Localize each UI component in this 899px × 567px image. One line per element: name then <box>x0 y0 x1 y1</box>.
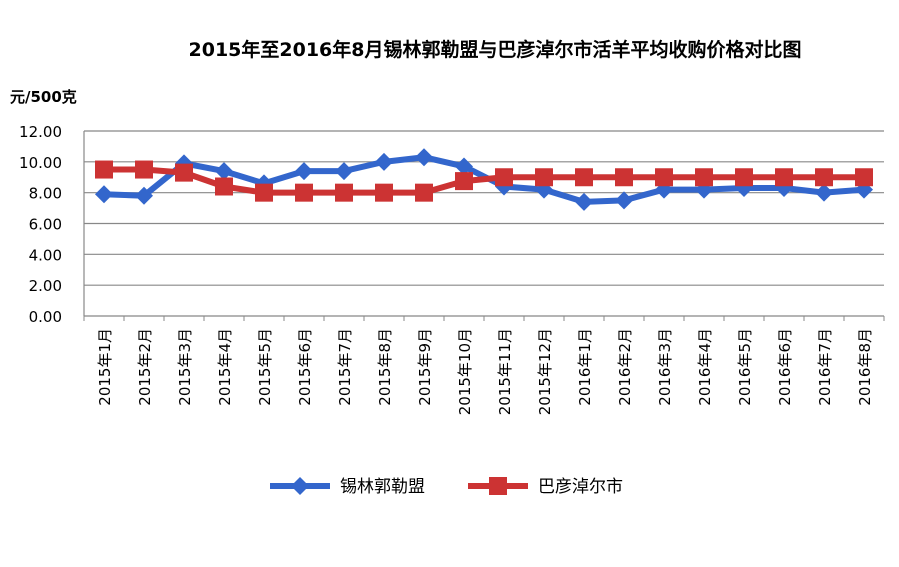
x-tick-label: 2015年11月 <box>496 328 514 415</box>
x-tick-label: 2016年3月 <box>656 328 674 406</box>
data-point <box>95 160 113 179</box>
legend-marker <box>489 477 507 495</box>
x-tick-label: 2016年5月 <box>736 328 754 406</box>
data-point <box>295 162 313 181</box>
data-point <box>695 168 713 187</box>
data-point <box>415 148 433 167</box>
data-point <box>815 183 833 202</box>
chart-title: 2015年至2016年8月锡林郭勒盟与巴彦淖尔市活羊平均收购价格对比图 <box>189 38 802 61</box>
x-tick-label: 2016年8月 <box>856 328 874 406</box>
data-point <box>215 162 233 181</box>
data-point <box>135 160 153 179</box>
x-tick-label: 2016年4月 <box>696 328 714 406</box>
x-tick-label: 2015年12月 <box>536 328 554 415</box>
data-point <box>415 183 433 202</box>
data-point <box>495 168 513 187</box>
data-point <box>615 191 633 210</box>
data-point <box>375 152 393 171</box>
y-tick-label: 2.00 <box>29 277 62 295</box>
legend-label: 巴彦淖尔市 <box>538 477 623 497</box>
data-point <box>335 183 353 202</box>
data-point <box>255 183 273 202</box>
data-point <box>655 168 673 187</box>
x-tick-label: 2015年3月 <box>176 328 194 406</box>
data-point <box>375 183 393 202</box>
data-point <box>575 168 593 187</box>
data-point <box>215 177 233 196</box>
x-tick-label: 2016年6月 <box>776 328 794 406</box>
x-tick-label: 2015年5月 <box>256 328 274 406</box>
data-point <box>455 172 473 191</box>
data-point <box>295 183 313 202</box>
x-tick-label: 2015年9月 <box>416 328 434 406</box>
data-point <box>575 192 593 211</box>
legend-label: 锡林郭勒盟 <box>340 477 425 497</box>
y-tick-label: 10.00 <box>19 154 62 172</box>
x-tick-label: 2015年8月 <box>376 328 394 406</box>
data-point <box>735 168 753 187</box>
data-point <box>615 168 633 187</box>
x-tick-label: 2015年6月 <box>296 328 314 406</box>
data-point <box>335 162 353 181</box>
y-tick-label: 0.00 <box>29 308 62 326</box>
x-tick-label: 2015年4月 <box>216 328 234 406</box>
y-tick-label: 8.00 <box>29 185 62 203</box>
data-point <box>535 168 553 187</box>
data-point <box>775 168 793 187</box>
x-tick-label: 2015年1月 <box>96 328 114 406</box>
data-point <box>855 168 873 187</box>
x-tick-label: 2016年7月 <box>816 328 834 406</box>
data-point <box>815 168 833 187</box>
x-tick-label: 2016年2月 <box>616 328 634 406</box>
x-tick-label: 2015年7月 <box>336 328 354 406</box>
x-tick-label: 2016年1月 <box>576 328 594 406</box>
y-tick-label: 12.00 <box>19 123 62 141</box>
data-point <box>175 163 193 182</box>
y-axis-label: 元/500克 <box>10 88 77 106</box>
data-point <box>135 186 153 205</box>
x-tick-label: 2015年2月 <box>136 328 154 406</box>
legend-marker <box>291 477 309 495</box>
x-tick-label: 2015年10月 <box>456 328 474 415</box>
y-tick-label: 4.00 <box>29 246 62 264</box>
data-point <box>95 185 113 204</box>
y-tick-label: 6.00 <box>29 216 62 234</box>
data-point <box>455 157 473 176</box>
